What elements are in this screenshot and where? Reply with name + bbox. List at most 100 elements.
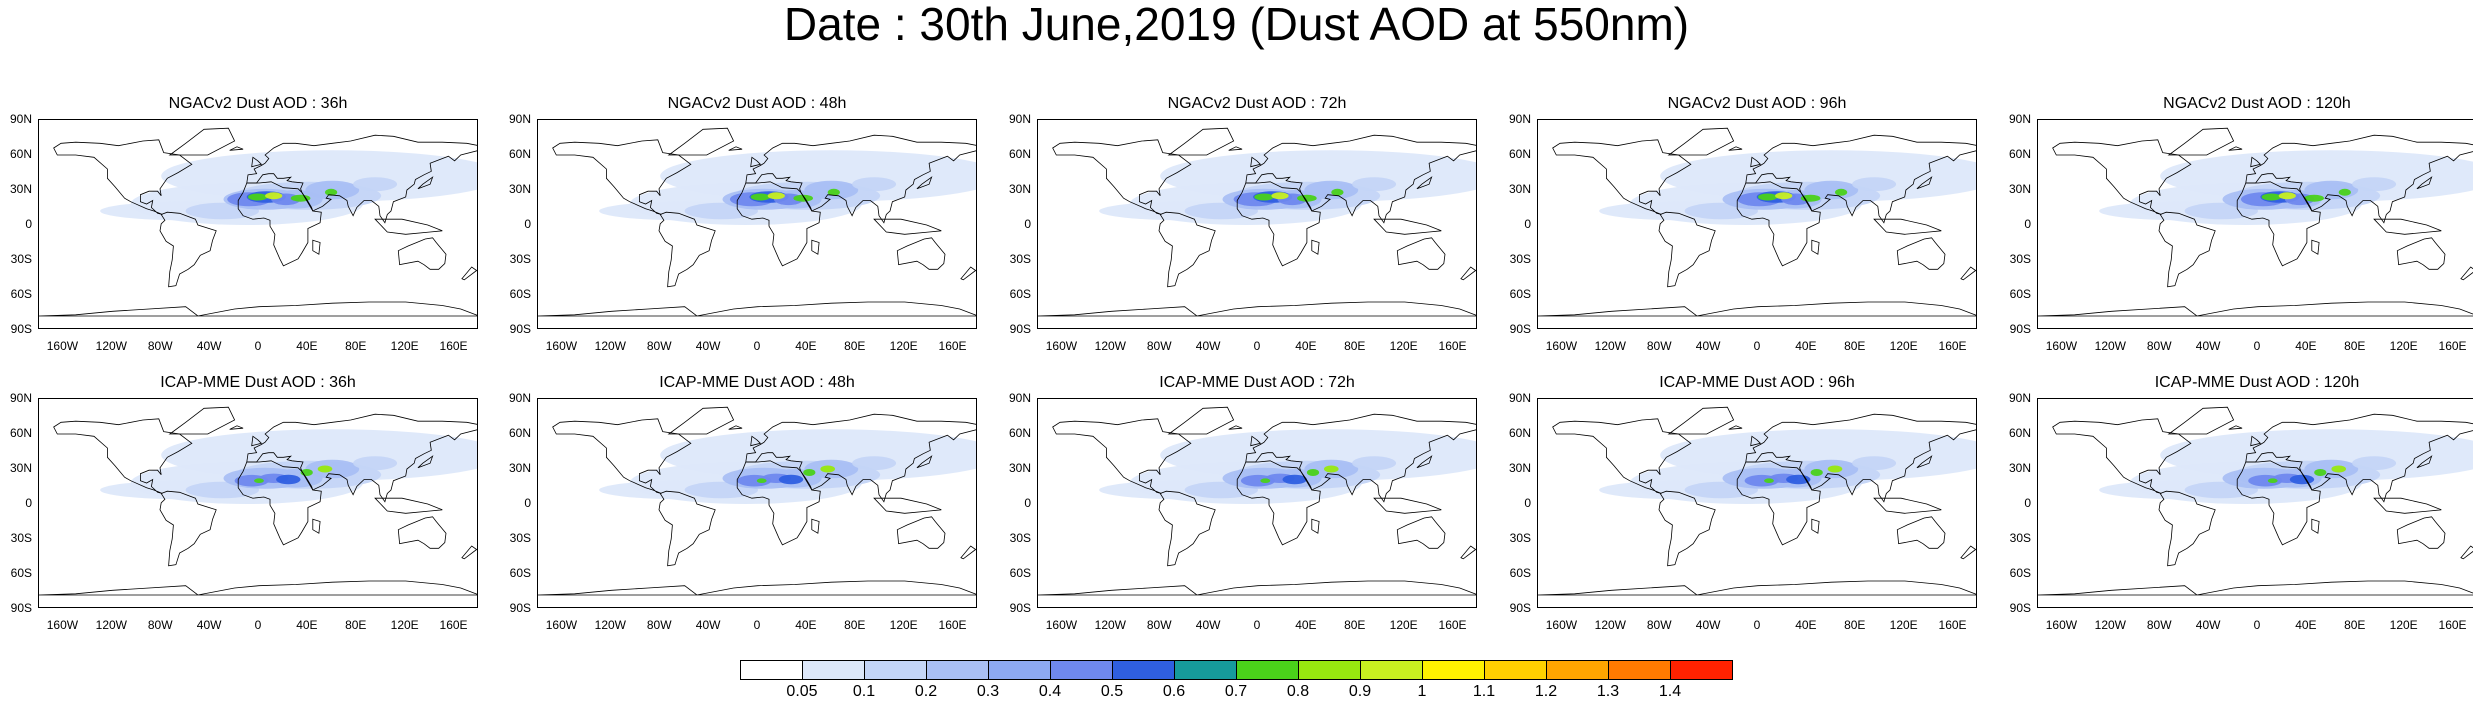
- aod-shading: [1660, 429, 1976, 481]
- coastline: [1236, 181, 1321, 267]
- latitude-tick-label: 30S: [10, 252, 32, 266]
- coastline: [1373, 218, 1442, 235]
- latitude-tick-label: 90S: [1009, 601, 1031, 615]
- coastline: [1916, 455, 1933, 469]
- latitude-tick-label: 90N: [1008, 391, 1031, 405]
- longitude-tick-label: 160W: [2045, 339, 2078, 353]
- world-map: [38, 119, 478, 329]
- panel-title: ICAP-MME Dust AOD : 120h: [2154, 374, 2360, 391]
- longitude-tick-label: 80E: [844, 339, 866, 353]
- world-map: [1037, 398, 1477, 608]
- longitude-tick-label: 160W: [1045, 339, 1078, 353]
- coastline: [2396, 237, 2446, 270]
- longitude-tick-label: 80E: [1844, 339, 1866, 353]
- colorbar-box: [1050, 660, 1113, 680]
- aod-shading: [1304, 180, 1359, 200]
- longitude-tick-label: 120W: [95, 339, 128, 353]
- coastline: [461, 266, 477, 281]
- longitude-tick-label: 120W: [95, 618, 128, 632]
- latitude-tick-label: 30N: [9, 461, 32, 475]
- colorbar-box: [740, 660, 803, 680]
- world-map: [1537, 119, 1977, 329]
- latitude-tick-label: 90S: [10, 322, 32, 336]
- coastline: [1750, 156, 1762, 168]
- panel-title: ICAP-MME Dust AOD : 36h: [160, 374, 356, 391]
- coastline: [552, 139, 692, 215]
- aod-shading: [2261, 193, 2282, 201]
- latitude-tick-label: 0: [2024, 496, 2031, 510]
- longitude-tick-label: 80W: [1646, 339, 1672, 353]
- longitude-tick-label: 40W: [2195, 339, 2221, 353]
- longitude-tick-label: 0: [254, 339, 262, 353]
- longitude-tick-label: 80W: [147, 618, 173, 632]
- latitude-tick-label: 30S: [509, 531, 531, 545]
- coastline: [896, 516, 946, 549]
- latitude-tick-label: 0: [2024, 217, 2031, 231]
- longitude-tick-label: 0: [2253, 339, 2261, 353]
- coastline: [916, 455, 933, 469]
- world-map: [38, 398, 478, 608]
- latitude-tick-label: 90S: [2009, 601, 2031, 615]
- latitude-tick-label: 30S: [2009, 531, 2031, 545]
- colorbar-label: 0.9: [1348, 683, 1372, 700]
- longitude-tick-label: 120W: [2094, 618, 2127, 632]
- coastline: [745, 413, 976, 503]
- colorbar-label: 0.6: [1162, 683, 1186, 700]
- aod-shading: [852, 177, 897, 192]
- longitude-tick-label: 40E: [795, 618, 817, 632]
- longitude-tick-label: 40W: [1695, 618, 1721, 632]
- world-map: [2037, 119, 2473, 329]
- coastline: [1658, 211, 1716, 288]
- latitude-tick-label: 30N: [1508, 461, 1531, 475]
- aod-shading: [793, 194, 813, 202]
- coastline: [2373, 218, 2442, 235]
- longitude-tick-label: 120W: [1594, 339, 1627, 353]
- colorbar: [740, 660, 1733, 680]
- latitude-tick-label: 0: [1024, 217, 1031, 231]
- map-panel: NGACv2 Dust AOD : 72h 90N 60N 30N 0 30S 60S 90S…: [1009, 95, 1477, 399]
- longitude-tick-label: 40W: [1195, 618, 1221, 632]
- coastline: [538, 301, 976, 317]
- coastline: [811, 518, 820, 534]
- longitude-tick-label: 40E: [1795, 339, 1817, 353]
- panel-title: ICAP-MME Dust AOD : 96h: [1659, 374, 1855, 391]
- coastline: [1416, 176, 1433, 190]
- longitude-tick-label: 120E: [889, 618, 918, 632]
- longitude-tick-label: 120E: [1889, 618, 1918, 632]
- longitude-tick-label: 80W: [1646, 618, 1672, 632]
- latitude-tick-label: 60N: [1008, 426, 1031, 440]
- longitude-tick-label: 160E: [1938, 618, 1967, 632]
- longitude-tick-label: 120W: [1594, 618, 1627, 632]
- longitude-tick-label: 80W: [2146, 339, 2172, 353]
- coastline: [658, 211, 716, 288]
- longitude-tick-label: 120E: [2389, 339, 2418, 353]
- coastline: [1873, 218, 1942, 235]
- latitude-tick-label: 0: [1524, 217, 1531, 231]
- map-panel: ICAP-MME Dust AOD : 48h 90N 60N 30N 0 30S 60S 9…: [509, 374, 977, 678]
- aod-shading: [1297, 194, 1317, 202]
- latitude-tick-label: 90N: [2008, 112, 2031, 126]
- coastline: [873, 497, 942, 514]
- coastline: [1416, 455, 1433, 469]
- latitude-tick-label: 90N: [9, 391, 32, 405]
- longitude-tick-label: 160E: [938, 339, 967, 353]
- coastline: [1460, 266, 1476, 281]
- coastline: [39, 301, 477, 317]
- colorbar-label: 1: [1417, 683, 1427, 700]
- coastline: [1736, 460, 1821, 546]
- coastline: [251, 435, 263, 447]
- longitude-tick-label: 120E: [1389, 339, 1418, 353]
- latitude-tick-label: 60S: [1009, 287, 1031, 301]
- aod-shading: [1775, 192, 1793, 200]
- coastline: [1245, 134, 1476, 224]
- coastline: [1728, 146, 1743, 151]
- latitude-tick-label: 30N: [2008, 182, 2031, 196]
- world-map: [537, 398, 977, 608]
- coastline: [39, 580, 477, 596]
- latitude-tick-label: 60S: [509, 566, 531, 580]
- aod-shading: [1352, 456, 1397, 471]
- coastline: [1916, 176, 1933, 190]
- coastline: [1538, 580, 1976, 596]
- coastline: [1960, 545, 1976, 560]
- latitude-tick-label: 60N: [2008, 426, 2031, 440]
